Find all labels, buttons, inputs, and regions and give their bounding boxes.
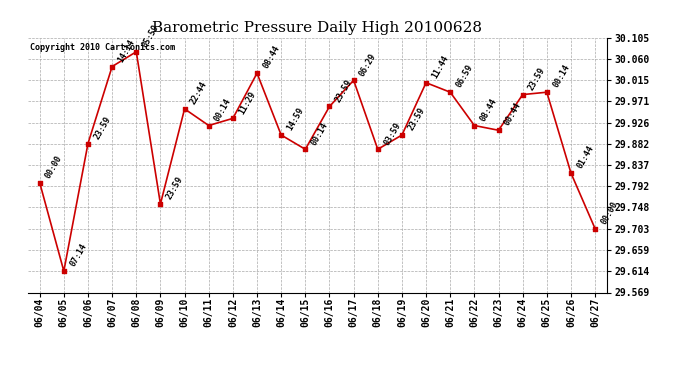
Text: 11:44: 11:44 [431, 54, 451, 80]
Point [444, 89, 455, 95]
Point [228, 116, 239, 122]
Text: 14:59: 14:59 [286, 106, 306, 132]
Point [83, 141, 94, 147]
Point [179, 106, 190, 112]
Text: 08:44: 08:44 [262, 44, 282, 70]
Point [589, 226, 600, 232]
Point [130, 49, 142, 55]
Point [541, 89, 552, 95]
Point [396, 132, 407, 138]
Text: Copyright 2010 Cartronics.com: Copyright 2010 Cartronics.com [30, 43, 175, 52]
Text: 00:14: 00:14 [310, 120, 330, 147]
Point [324, 104, 335, 110]
Text: 00:14: 00:14 [551, 63, 571, 89]
Text: 06:59: 06:59 [455, 63, 475, 89]
Text: 08:44: 08:44 [479, 97, 499, 123]
Text: 14:14: 14:14 [117, 38, 137, 64]
Text: 07:14: 07:14 [68, 242, 88, 268]
Point [565, 170, 576, 176]
Text: 05:59: 05:59 [141, 23, 161, 49]
Point [251, 70, 262, 76]
Text: 11:29: 11:29 [237, 90, 257, 116]
Title: Barometric Pressure Daily High 20100628: Barometric Pressure Daily High 20100628 [152, 21, 482, 35]
Point [34, 180, 46, 186]
Text: 01:44: 01:44 [575, 144, 595, 170]
Text: 00:44: 00:44 [503, 101, 523, 128]
Text: 03:59: 03:59 [382, 120, 402, 147]
Text: 22:44: 22:44 [189, 80, 209, 106]
Point [58, 268, 69, 274]
Text: 00:14: 00:14 [213, 97, 233, 123]
Text: 06:29: 06:29 [358, 51, 378, 78]
Point [518, 92, 529, 98]
Point [469, 123, 480, 129]
Point [203, 123, 214, 129]
Point [276, 132, 287, 138]
Point [373, 146, 384, 152]
Text: 23:59: 23:59 [406, 106, 426, 132]
Text: 23:59: 23:59 [92, 115, 112, 141]
Text: 23:59: 23:59 [527, 66, 547, 92]
Point [299, 146, 310, 152]
Text: 23:59: 23:59 [334, 78, 354, 104]
Point [155, 201, 166, 207]
Text: 00:00: 00:00 [44, 154, 64, 180]
Point [106, 63, 117, 69]
Point [493, 127, 504, 133]
Point [348, 77, 359, 83]
Text: 23:59: 23:59 [165, 175, 185, 201]
Point [420, 80, 432, 86]
Text: 00:00: 00:00 [600, 200, 620, 226]
